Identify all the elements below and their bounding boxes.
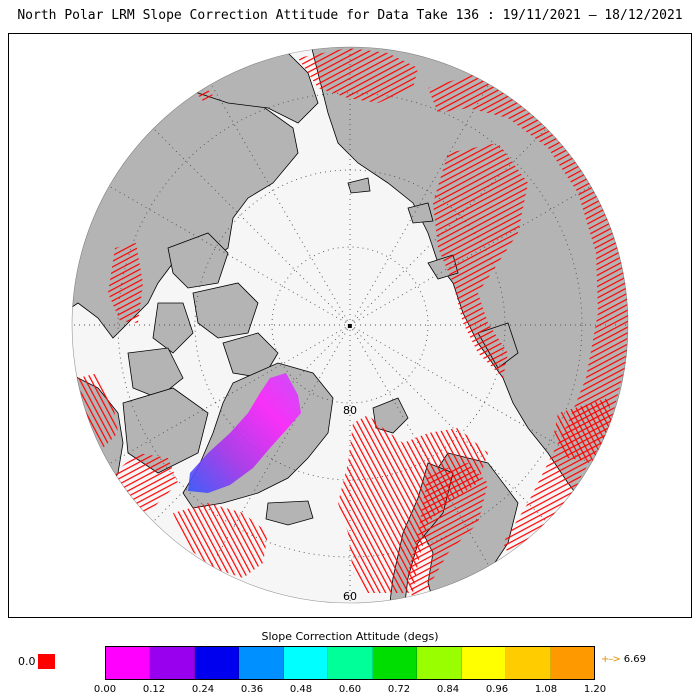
disc-edge (71, 46, 629, 604)
colorbar (105, 646, 595, 680)
colorbar-tick-label: 0.60 (338, 684, 362, 695)
land-archipelago-4 (127, 347, 184, 399)
swath-atlantic (338, 415, 488, 593)
overflow-arrow-icon: +–> (601, 654, 621, 665)
nodata-label: 0.0 (18, 655, 36, 668)
map-frame (8, 33, 692, 618)
colorbar-tick-label: 0.72 (387, 684, 411, 695)
land-archipelago-2 (192, 282, 259, 339)
colorbar-tick-label: 0.00 (93, 684, 117, 695)
land-baffin (122, 387, 209, 474)
greenland-slope-values (188, 373, 301, 493)
swath-west-small-2 (78, 373, 118, 448)
colorbar-cell (550, 647, 594, 679)
swath-north (298, 48, 418, 103)
legend-title: Slope Correction Attitude (degs) (261, 630, 439, 643)
polar-map: ▪ 80 60 (8, 33, 692, 618)
colorbar-cell (461, 647, 507, 679)
colorbar-cell (328, 647, 373, 679)
graticule (72, 47, 628, 603)
colorbar-tick-label: 1.20 (583, 684, 607, 695)
colorbar-cell (417, 647, 462, 679)
land-iceland (265, 500, 314, 526)
swath-scandinavia (408, 463, 488, 603)
colorbar-cell (283, 647, 329, 679)
swath-nw-dot (196, 88, 213, 101)
colorbar-tick-label: 0.36 (240, 684, 264, 695)
colorbar-ticks: 0.00 0.12 0.24 0.36 0.48 0.60 0.72 0.84 0.96 1.08… (94, 684, 606, 698)
colorbar-tick-label: 0.24 (191, 684, 215, 695)
lat-label-80: 80 (343, 404, 357, 417)
colorbar-cell (150, 647, 195, 679)
nodata-legend: 0.0 (18, 654, 55, 669)
colorbar-tick-label: 0.84 (436, 684, 460, 695)
colorbar-tick-label: 0.48 (289, 684, 313, 695)
colorbar-tick-label: 0.12 (142, 684, 166, 695)
colorbar-cell (106, 647, 151, 679)
land-new-siberian (407, 202, 434, 224)
swath-siberia-fill (433, 143, 528, 378)
colorbar-cell (194, 647, 240, 679)
land-archipelago-3 (152, 302, 194, 354)
swath-west-arc-2 (173, 503, 268, 578)
outside-disc (8, 33, 692, 618)
land-ellesmere (222, 332, 279, 379)
overflow-indicator: +–> 6.69 (601, 654, 646, 665)
pole-marker: ▪ (347, 321, 352, 330)
colorbar-tick-label: 1.08 (534, 684, 558, 695)
lat-label-60: 60 (343, 590, 357, 603)
land-archipelago-1 (167, 232, 229, 289)
colorbar-cell (506, 647, 551, 679)
nodata-swatch (37, 654, 55, 669)
colorbar-tick-label: 0.96 (485, 684, 509, 695)
track-swaths (78, 48, 628, 603)
swath-east-low (553, 398, 613, 463)
colorbar-cell (239, 647, 284, 679)
swath-west-small-1 (108, 243, 143, 323)
colorbar-cell (372, 647, 418, 679)
map-title: North Polar LRM Slope Correction Attitud… (17, 8, 683, 23)
overflow-value: 6.69 (623, 654, 647, 665)
